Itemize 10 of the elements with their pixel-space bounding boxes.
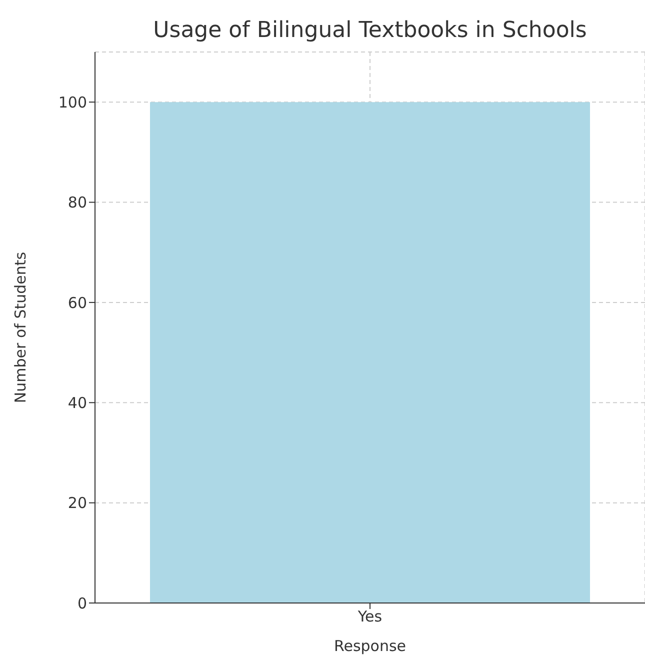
y-tick-label: 20 bbox=[68, 494, 87, 512]
y-tick-label: 100 bbox=[58, 93, 87, 112]
y-tick-label: 40 bbox=[68, 394, 87, 412]
y-tick-label: 80 bbox=[68, 194, 87, 212]
y-axis-title: Number of Students bbox=[11, 252, 30, 404]
x-tick-label: Yes bbox=[356, 608, 382, 626]
y-tick-label: 0 bbox=[77, 594, 87, 612]
y-tick-label: 60 bbox=[68, 294, 87, 312]
x-axis-title: Response bbox=[334, 637, 406, 655]
chart-title: Usage of Bilingual Textbooks in Schools bbox=[152, 18, 588, 43]
